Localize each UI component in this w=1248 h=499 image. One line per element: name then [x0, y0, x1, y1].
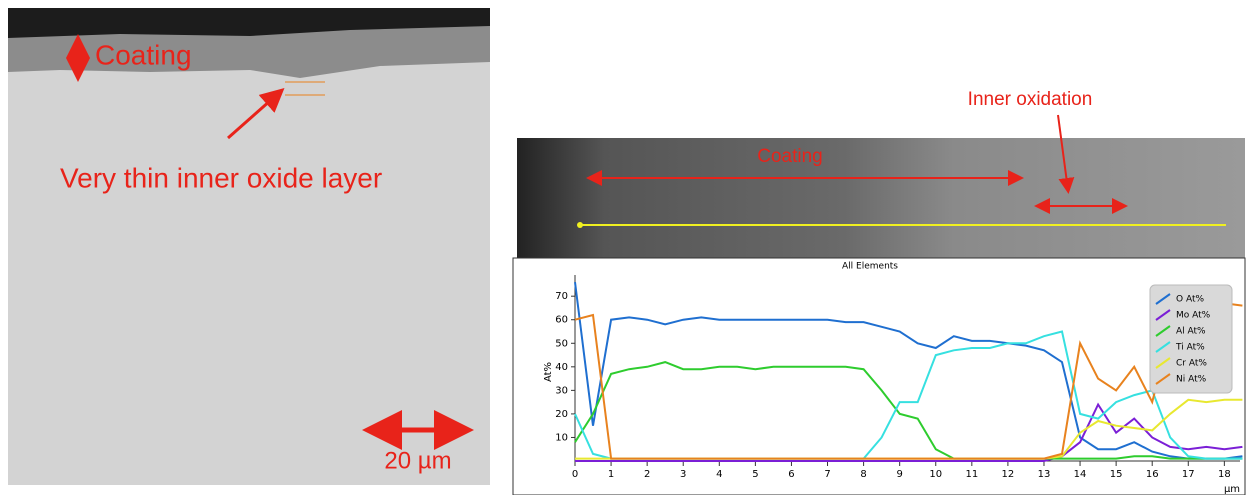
legend-label: Cr At%	[1176, 359, 1207, 369]
scale-label: 20 µm	[384, 447, 451, 474]
y-axis-label: At%	[543, 362, 554, 382]
chart-title: All Elements	[842, 262, 898, 272]
x-tick-label: 6	[788, 469, 794, 480]
legend-label: O At%	[1176, 295, 1204, 305]
legend-label: Ni At%	[1176, 375, 1207, 385]
x-tick-label: 1	[608, 469, 614, 480]
y-tick-label: 40	[555, 362, 568, 373]
legend-label: Ti At%	[1175, 343, 1205, 353]
x-tick-label: 9	[896, 469, 902, 480]
x-tick-label: 17	[1182, 469, 1195, 480]
y-tick-label: 30	[555, 385, 568, 396]
page: Coating Very thin inner oxide layer 20 µ…	[0, 0, 1248, 495]
x-tick-label: 7	[824, 469, 830, 480]
sem-right: Inner oxidation Coating	[517, 89, 1245, 258]
x-tick-label: 10	[929, 469, 942, 480]
x-tick-label: 8	[860, 469, 866, 480]
x-tick-label: 3	[680, 469, 686, 480]
x-tick-label: 13	[1038, 469, 1051, 480]
legend-label: Mo At%	[1176, 311, 1211, 321]
y-tick-label: 20	[555, 409, 568, 420]
x-tick-label: 4	[716, 469, 722, 480]
label: Coating	[95, 39, 192, 70]
x-tick-label: 15	[1110, 469, 1123, 480]
sem-left: Coating Very thin inner oxide layer 20 µ…	[8, 8, 490, 485]
x-axis-label: µm	[1224, 484, 1240, 495]
x-tick-label: 0	[572, 469, 578, 480]
x-tick-label: 5	[752, 469, 758, 480]
y-tick-label: 50	[555, 338, 568, 349]
x-tick-label: 14	[1074, 469, 1087, 480]
label: Very thin inner oxide layer	[60, 162, 382, 193]
x-tick-label: 16	[1146, 469, 1159, 480]
x-tick-label: 2	[644, 469, 650, 480]
y-tick-label: 70	[555, 291, 568, 302]
label: Inner oxidation	[968, 89, 1093, 110]
x-tick-label: 18	[1218, 469, 1231, 480]
x-tick-label: 11	[965, 469, 978, 480]
y-tick-label: 10	[555, 432, 568, 443]
label: Coating	[757, 146, 823, 167]
y-tick-label: 60	[555, 315, 568, 326]
legend-label: Al At%	[1176, 327, 1206, 337]
x-tick-label: 12	[1002, 469, 1015, 480]
